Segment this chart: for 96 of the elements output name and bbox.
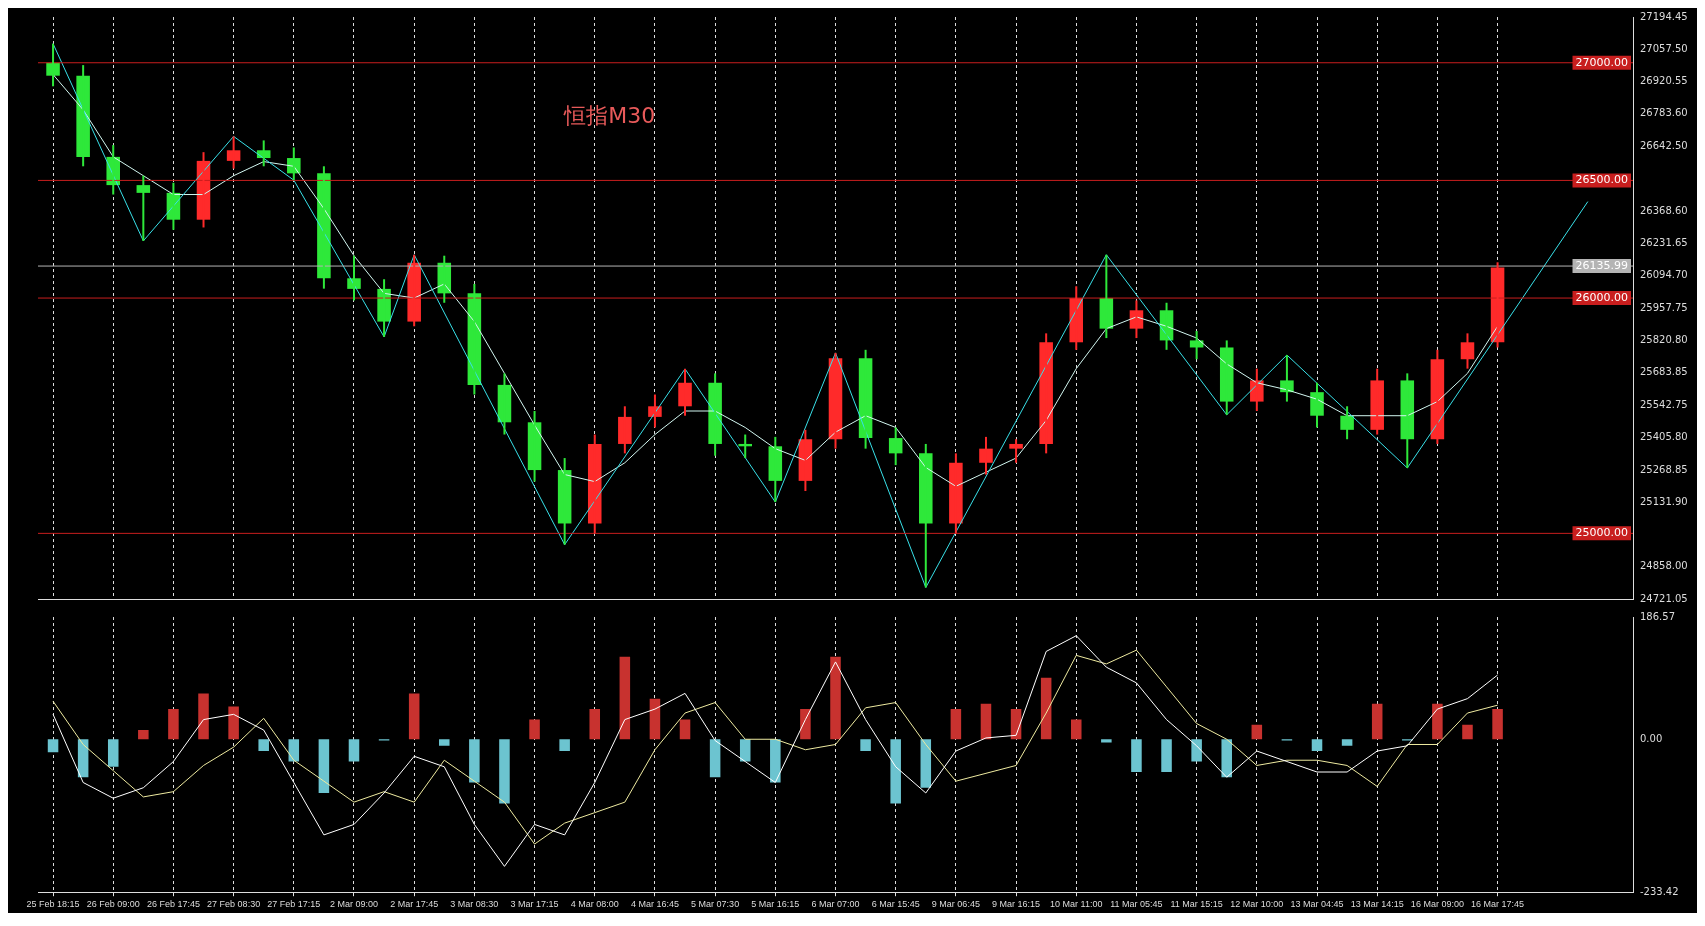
bar bbox=[830, 656, 841, 740]
y-tick-label: 26094.70 bbox=[1640, 269, 1688, 281]
x-tick-label: 4 Mar 08:00 bbox=[570, 899, 619, 910]
y-tick-label: 24721.05 bbox=[1640, 592, 1688, 604]
bar bbox=[198, 693, 209, 740]
x-tick-label: 4 Mar 16:45 bbox=[630, 899, 679, 910]
x-tick-label: 9 Mar 06:45 bbox=[931, 899, 980, 910]
bar bbox=[619, 656, 631, 740]
x-tick-label: 25 Feb 18:15 bbox=[26, 899, 80, 910]
y-tick-label: 26920.55 bbox=[1640, 75, 1688, 87]
y-tick-label: 0.00 bbox=[1640, 732, 1663, 744]
bar bbox=[920, 739, 932, 788]
bar bbox=[589, 709, 601, 740]
bar bbox=[860, 739, 871, 752]
bar bbox=[168, 709, 179, 740]
x-tick-label: 27 Feb 17:15 bbox=[267, 899, 321, 910]
x-tick-label: 9 Mar 16:15 bbox=[992, 899, 1041, 910]
bar bbox=[559, 739, 570, 752]
bar bbox=[288, 739, 300, 762]
bar bbox=[890, 739, 901, 804]
y-tick-label: 26368.60 bbox=[1640, 204, 1688, 216]
bar bbox=[499, 739, 510, 804]
bar bbox=[800, 709, 811, 740]
y-tick-label: 25542.75 bbox=[1640, 399, 1688, 411]
x-tick-label: 16 Mar 09:00 bbox=[1410, 899, 1464, 910]
x-tick-label: 6 Mar 15:45 bbox=[871, 899, 920, 910]
x-tick-label: 27 Feb 08:30 bbox=[207, 899, 261, 910]
bar bbox=[1131, 739, 1142, 773]
bar bbox=[1432, 703, 1443, 740]
bar bbox=[1311, 739, 1323, 752]
x-tick-label: 12 Mar 10:00 bbox=[1230, 899, 1284, 910]
bar bbox=[1101, 739, 1112, 743]
x-tick-label: 13 Mar 04:45 bbox=[1290, 899, 1344, 910]
y-tick-label: 26231.65 bbox=[1640, 237, 1688, 249]
bar bbox=[1341, 739, 1353, 746]
bar bbox=[107, 739, 119, 767]
bar bbox=[739, 739, 751, 762]
bar bbox=[709, 739, 721, 778]
bar bbox=[1070, 719, 1082, 740]
bar bbox=[679, 719, 691, 740]
bar bbox=[1221, 739, 1232, 778]
y-tick-label: 26783.60 bbox=[1640, 107, 1688, 119]
x-tick-label: 16 Mar 17:45 bbox=[1471, 899, 1525, 910]
bar bbox=[950, 709, 962, 740]
bar bbox=[1492, 709, 1503, 740]
text: 恒指M30 bbox=[563, 102, 656, 128]
bar bbox=[318, 739, 330, 793]
y-tick-label: 27057.50 bbox=[1640, 42, 1688, 54]
x-tick-label: 11 Mar 15:15 bbox=[1170, 899, 1223, 910]
y-tick-label: 24858.00 bbox=[1640, 560, 1688, 572]
y-tick-label: 25405.80 bbox=[1640, 431, 1688, 443]
bar bbox=[1462, 724, 1473, 740]
y-tick-label: 25131.90 bbox=[1640, 495, 1688, 507]
bar bbox=[1161, 739, 1172, 773]
x-tick-label: 3 Mar 08:30 bbox=[450, 899, 499, 910]
bar bbox=[1251, 724, 1263, 740]
x-tick-label: 26 Feb 09:00 bbox=[86, 899, 140, 910]
x-tick-label: 3 Mar 17:15 bbox=[510, 899, 559, 910]
bar bbox=[980, 703, 992, 740]
y-tick-label: 25820.80 bbox=[1640, 333, 1688, 345]
bar bbox=[529, 719, 540, 740]
bar bbox=[138, 730, 149, 740]
y-tick-label: -233.42 bbox=[1640, 885, 1679, 897]
ref-line-label: 26500.00 bbox=[1575, 173, 1629, 187]
x-tick-label: 2 Mar 09:00 bbox=[329, 899, 379, 910]
bar bbox=[770, 739, 781, 783]
bar bbox=[1191, 739, 1202, 762]
candlestick bbox=[1009, 438, 1023, 464]
x-tick-label: 13 Mar 14:15 bbox=[1350, 899, 1404, 910]
ref-line-label: 25000.00 bbox=[1575, 526, 1629, 540]
x-tick-label: 11 Mar 05:45 bbox=[1110, 899, 1163, 910]
y-tick-label: 25268.85 bbox=[1640, 463, 1688, 475]
bar bbox=[649, 698, 661, 740]
x-tick-label: 2 Mar 17:45 bbox=[390, 899, 439, 910]
bar bbox=[439, 739, 450, 746]
y-tick-label: 26642.50 bbox=[1640, 140, 1688, 152]
x-tick-label: 10 Mar 11:00 bbox=[1050, 899, 1103, 910]
y-tick-label: 186.57 bbox=[1640, 610, 1675, 622]
bar bbox=[348, 739, 360, 762]
bar bbox=[469, 739, 480, 783]
bar bbox=[1371, 703, 1383, 740]
ref-line-label: 26135.99 bbox=[1575, 258, 1629, 272]
y-tick-label: 27194.45 bbox=[1640, 10, 1688, 22]
x-tick-label: 5 Mar 16:15 bbox=[751, 899, 800, 910]
y-tick-label: 25683.85 bbox=[1640, 366, 1688, 378]
x-tick-label: 5 Mar 07:30 bbox=[691, 899, 740, 910]
x-tick-label: 6 Mar 07:00 bbox=[811, 899, 860, 910]
x-tick-label: 26 Feb 17:45 bbox=[146, 899, 200, 910]
bar bbox=[228, 706, 239, 740]
bar bbox=[1040, 677, 1052, 740]
y-tick-label: 25957.75 bbox=[1640, 301, 1688, 313]
bar bbox=[258, 739, 269, 752]
ref-line-label: 26000.00 bbox=[1575, 290, 1629, 304]
bar bbox=[408, 693, 420, 740]
bar bbox=[47, 739, 59, 753]
ref-line-label: 27000.00 bbox=[1575, 55, 1629, 69]
